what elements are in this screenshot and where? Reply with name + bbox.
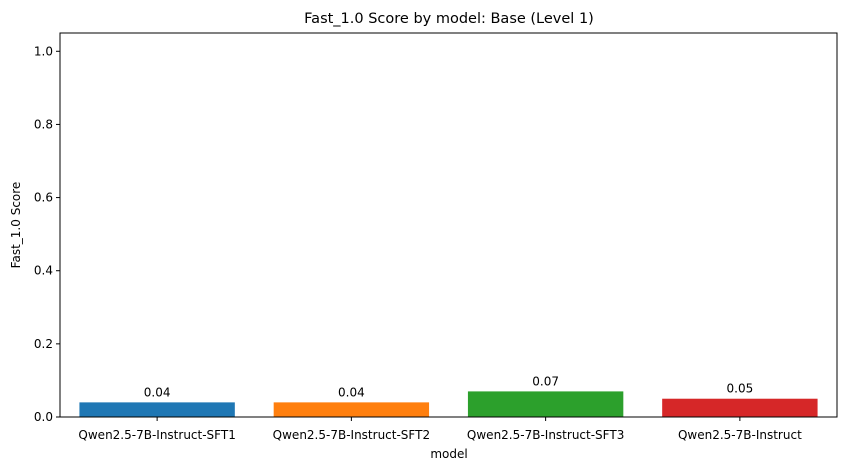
plot-frame	[59, 32, 838, 418]
data-label: 0.05	[727, 382, 754, 396]
y-axis-label: Fast_1.0 Score	[9, 182, 23, 269]
data-label: 0.07	[532, 374, 559, 388]
bar	[662, 398, 818, 417]
x-tick-label: Qwen2.5-7B-Instruct-SFT1	[78, 428, 235, 442]
x-tick-label: Qwen2.5-7B-Instruct-SFT3	[467, 428, 624, 442]
x-tick-label: Qwen2.5-7B-Instruct	[678, 428, 802, 442]
y-tick-label: 0.8	[34, 117, 53, 131]
data-label: 0.04	[338, 385, 365, 399]
y-tick-label: 0.2	[34, 337, 53, 351]
x-axis-label: model	[430, 447, 467, 461]
x-tick-label: Qwen2.5-7B-Instruct-SFT2	[273, 428, 430, 442]
bar	[273, 402, 430, 417]
y-tick-label: 0.0	[34, 410, 53, 424]
y-tick-label: 1.0	[34, 44, 53, 58]
y-tick-label: 0.6	[34, 191, 53, 205]
bar	[79, 402, 235, 417]
y-tick-label: 0.4	[34, 264, 53, 278]
plot-area: 0.0 0.2 0.4 0.6 0.8 1.0 0.04 Qwen2.5-7B-Instruc…	[34, 44, 818, 442]
chart-title: Fast_1.0 Score by model: Base (Level 1)	[304, 11, 594, 27]
bar	[467, 391, 624, 417]
data-label: 0.04	[144, 385, 171, 399]
